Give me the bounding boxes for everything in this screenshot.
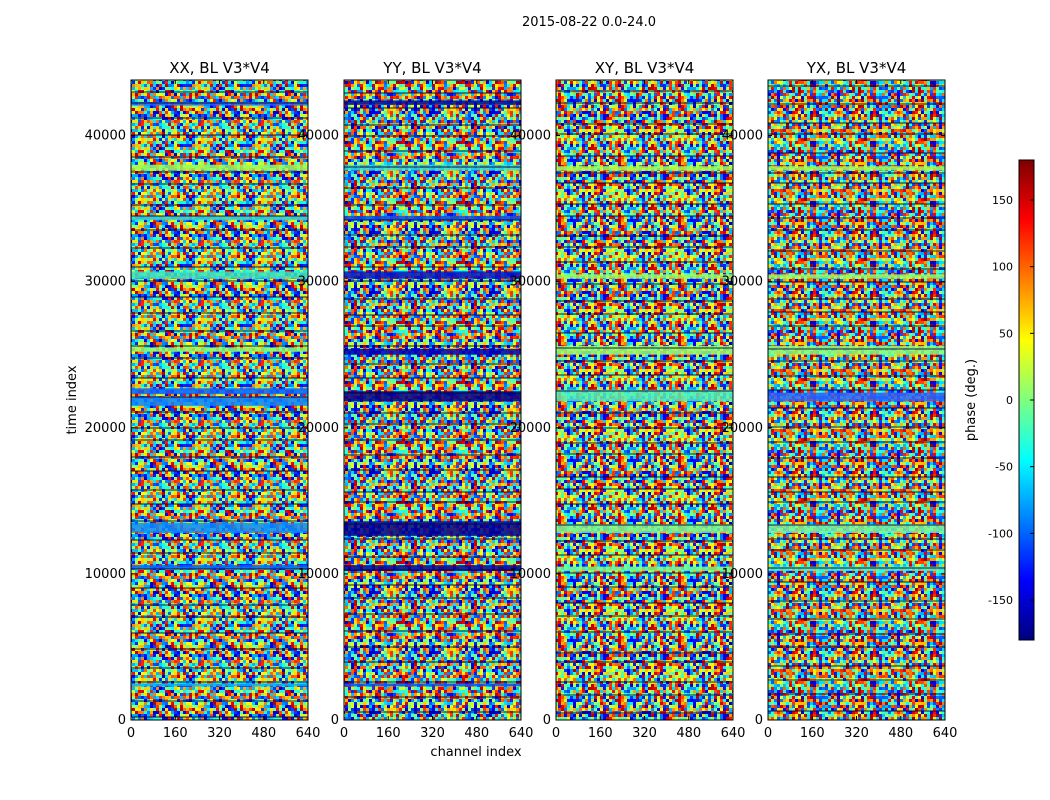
y-tick-label: 0 — [331, 713, 339, 728]
heatmap-band — [768, 392, 945, 402]
x-tick-label: 640 — [933, 726, 958, 741]
heatmap-band — [556, 389, 733, 402]
y-tick-label: 30000 — [85, 275, 126, 290]
panel-yx: YX, BL V3*V4 0 160 320 480 640 0 10000 20000 3000… — [722, 59, 958, 741]
y-tick-label: 40000 — [722, 129, 763, 144]
panel-title: XX, BL V3*V4 — [169, 59, 270, 77]
x-tick-label: 320 — [632, 726, 657, 741]
colorbar-tick-label: -100 — [988, 527, 1013, 540]
x-tick-label: 0 — [764, 726, 772, 741]
colorbar-tick-label: -50 — [995, 461, 1013, 474]
heatmap-band — [556, 166, 733, 171]
colorbar-label: phase (deg.) — [964, 359, 979, 441]
y-tick-label: 0 — [118, 713, 126, 728]
x-tick-label: 160 — [376, 726, 401, 741]
x-tick-label: 480 — [251, 726, 276, 741]
heatmap-band — [768, 566, 945, 571]
heatmap-band — [131, 164, 308, 171]
heatmap-band — [344, 683, 521, 687]
x-tick-label: 480 — [888, 726, 913, 741]
panel-title: YY, BL V3*V4 — [382, 59, 481, 77]
panel-xx: XX, BL V3*V4 0 160 320 480 640 0 10000 20000 3000… — [85, 59, 321, 741]
panel-xy: XY, BL V3*V4 0 160 320 480 640 0 10000 20000 3000… — [510, 59, 746, 741]
heatmap-band — [131, 522, 308, 533]
x-tick-label: 160 — [588, 726, 613, 741]
y-tick-label: 30000 — [722, 275, 763, 290]
y-tick-label: 10000 — [85, 567, 126, 582]
figure-suptitle: 2015-08-22 0.0-24.0 — [522, 15, 656, 30]
heatmap-band — [131, 388, 308, 395]
colorbar-tick-label: 150 — [992, 194, 1013, 207]
x-tick-label: 0 — [552, 726, 560, 741]
y-tick-label: 30000 — [298, 275, 339, 290]
y-tick-label: 20000 — [722, 421, 763, 436]
heatmap-band — [344, 391, 521, 402]
y-tick-label: 30000 — [510, 275, 551, 290]
y-tick-label: 0 — [543, 713, 551, 728]
y-tick-label: 10000 — [510, 567, 551, 582]
x-tick-label: 0 — [340, 726, 348, 741]
colorbar-tick-label: 100 — [992, 261, 1013, 274]
heatmap-band — [131, 215, 308, 221]
heatmap-band — [344, 565, 521, 571]
panel-yy: YY, BL V3*V4 0 160 320 480 640 0 10000 20000 3000… — [298, 59, 534, 741]
x-tick-label: 0 — [127, 726, 135, 741]
y-tick-label: 10000 — [298, 567, 339, 582]
x-tick-label: 640 — [509, 726, 534, 741]
heatmap-band — [768, 524, 945, 533]
y-tick-label: 20000 — [85, 421, 126, 436]
colorbar-tick-label: 50 — [999, 327, 1013, 340]
heatmap-band — [556, 345, 733, 355]
panel-title: YX, BL V3*V4 — [806, 59, 907, 77]
heatmap-band — [344, 521, 521, 536]
colorbar-tick-label: 0 — [1006, 394, 1013, 407]
y-tick-label: 40000 — [85, 129, 126, 144]
heatmap-band — [344, 348, 521, 355]
heatmap-band — [344, 271, 521, 279]
colorbar-tick-label: -150 — [988, 594, 1013, 607]
x-tick-label: 160 — [163, 726, 188, 741]
heatmap-band — [768, 274, 945, 279]
y-tick-label: 20000 — [510, 421, 551, 436]
heatmap-band — [131, 101, 308, 106]
x-tick-label: 480 — [464, 726, 489, 741]
heatmap-band — [344, 164, 521, 171]
heatmap-band — [131, 271, 308, 279]
x-tick-label: 640 — [296, 726, 321, 741]
heatmap-band — [131, 683, 308, 687]
x-tick-label: 320 — [420, 726, 445, 741]
heatmap-band — [344, 100, 521, 105]
heatmap-band — [131, 347, 308, 352]
x-tick-label: 320 — [207, 726, 232, 741]
heatmap-band — [556, 566, 733, 571]
heatmap-band — [556, 524, 733, 533]
heatmap-band — [556, 274, 733, 279]
heatmap-band — [344, 215, 521, 221]
y-tick-label: 10000 — [722, 567, 763, 582]
y-tick-label: 40000 — [298, 129, 339, 144]
x-tick-label: 480 — [676, 726, 701, 741]
x-tick-label: 320 — [844, 726, 869, 741]
x-axis-label: channel index — [430, 745, 521, 760]
panel-title: XY, BL V3*V4 — [595, 59, 695, 77]
heatmap-band — [768, 345, 945, 355]
colorbar: phase (deg.) -150 -100 -50 0 50 100 150 — [964, 159, 1035, 641]
y-tick-label: 20000 — [298, 421, 339, 436]
heatmap-panels: XX, BL V3*V4 0 160 320 480 640 0 10000 20000 3000… — [85, 59, 958, 741]
y-tick-label: 0 — [755, 713, 763, 728]
y-tick-label: 40000 — [510, 129, 551, 144]
x-tick-label: 160 — [800, 726, 825, 741]
x-tick-label: 640 — [721, 726, 746, 741]
heatmap-band — [131, 565, 308, 570]
heatmap-band — [768, 166, 945, 171]
y-axis-label: time index — [65, 365, 80, 434]
heatmap-band — [131, 397, 308, 406]
